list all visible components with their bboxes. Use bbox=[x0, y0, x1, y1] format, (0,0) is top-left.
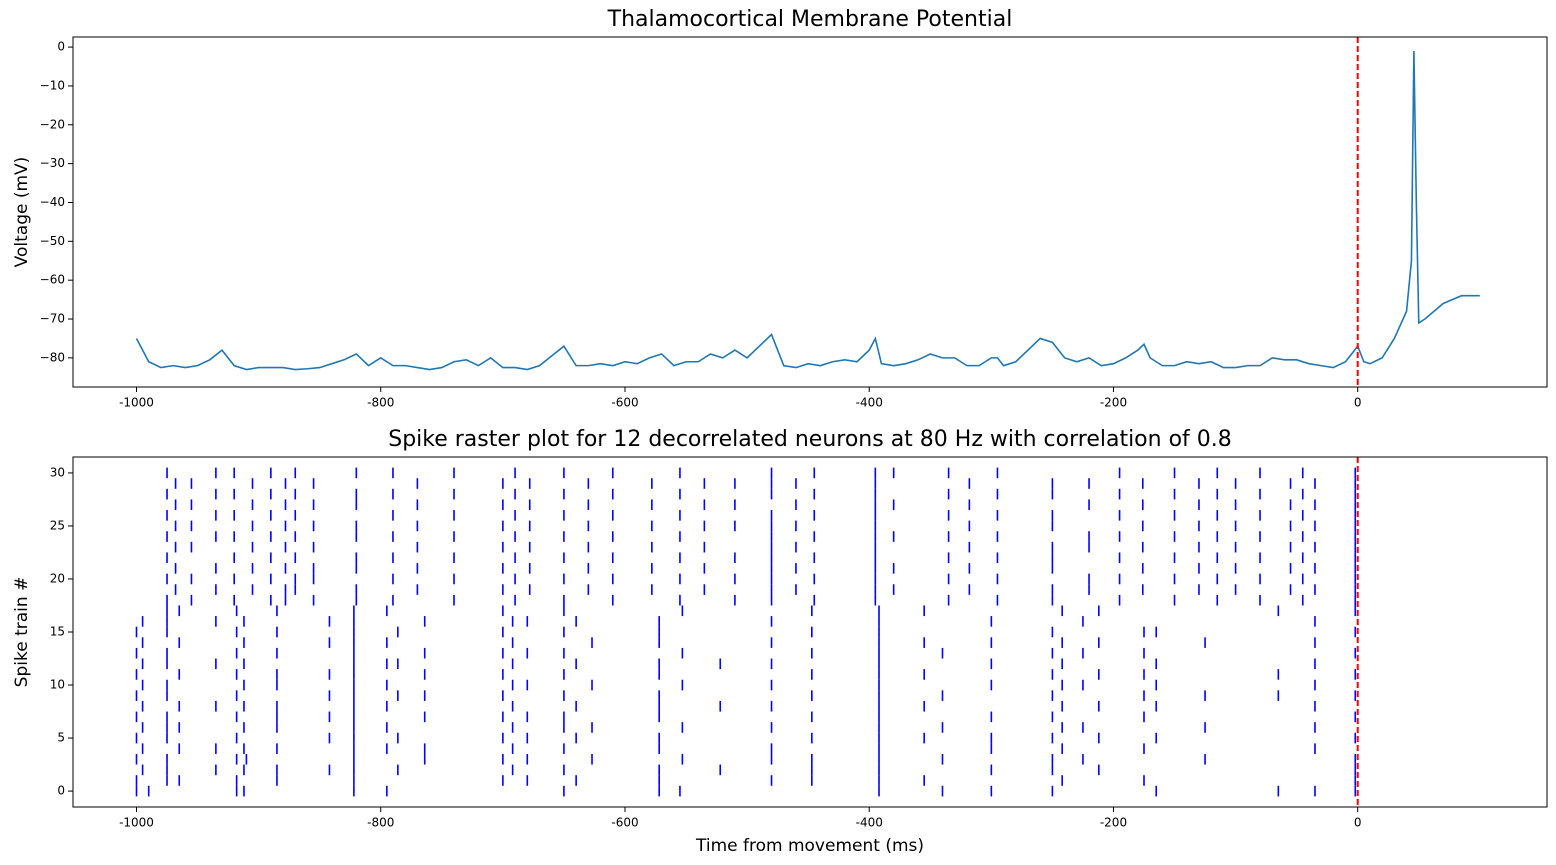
axes-frame bbox=[72, 456, 1548, 808]
y-tick-label: 15 bbox=[50, 625, 65, 639]
y-tick-label: −20 bbox=[40, 117, 65, 131]
x-tick-label: -1000 bbox=[119, 816, 154, 830]
x-axis-label: Time from movement (ms) bbox=[695, 836, 924, 856]
x-tick-label: -800 bbox=[367, 816, 394, 830]
y-tick-label: −10 bbox=[40, 78, 65, 92]
x-tick-label: -800 bbox=[367, 396, 394, 410]
plot-area bbox=[135, 457, 1359, 807]
y-tick-label: −60 bbox=[40, 273, 65, 287]
chart-title: Spike raster plot for 12 decorrelated ne… bbox=[388, 427, 1232, 452]
y-tick-label: 30 bbox=[50, 465, 65, 479]
y-tick-label: 0 bbox=[57, 40, 65, 54]
y-axis-label: Spike train # bbox=[12, 577, 32, 688]
y-tick-label: 25 bbox=[50, 518, 65, 532]
y-tick-label: 0 bbox=[57, 784, 65, 798]
y-tick-label: −50 bbox=[40, 234, 65, 248]
y-tick-label: 20 bbox=[50, 571, 65, 585]
voltage-line bbox=[135, 50, 1480, 371]
y-tick-label: −80 bbox=[40, 350, 65, 364]
x-tick-label: -200 bbox=[1100, 396, 1127, 410]
plot-area bbox=[135, 37, 1480, 387]
chart-title: Thalamocortical Membrane Potential bbox=[607, 7, 1013, 32]
x-tick-label: -600 bbox=[611, 816, 638, 830]
y-tick-label: −70 bbox=[40, 312, 65, 326]
x-tick-label: -1000 bbox=[119, 396, 154, 410]
y-tick-label: −30 bbox=[40, 156, 65, 170]
x-tick-label: -400 bbox=[856, 396, 883, 410]
x-tick-label: -400 bbox=[856, 816, 883, 830]
axes-frame bbox=[72, 36, 1548, 388]
y-tick-label: 5 bbox=[57, 731, 65, 745]
x-tick-label: 0 bbox=[1354, 396, 1362, 410]
x-tick-label: -600 bbox=[611, 396, 638, 410]
x-tick-label: 0 bbox=[1354, 816, 1362, 830]
x-tick-label: -200 bbox=[1100, 816, 1127, 830]
y-tick-label: 10 bbox=[50, 678, 65, 692]
y-axis-label: Voltage (mV) bbox=[12, 157, 32, 268]
y-tick-label: −40 bbox=[40, 195, 65, 209]
